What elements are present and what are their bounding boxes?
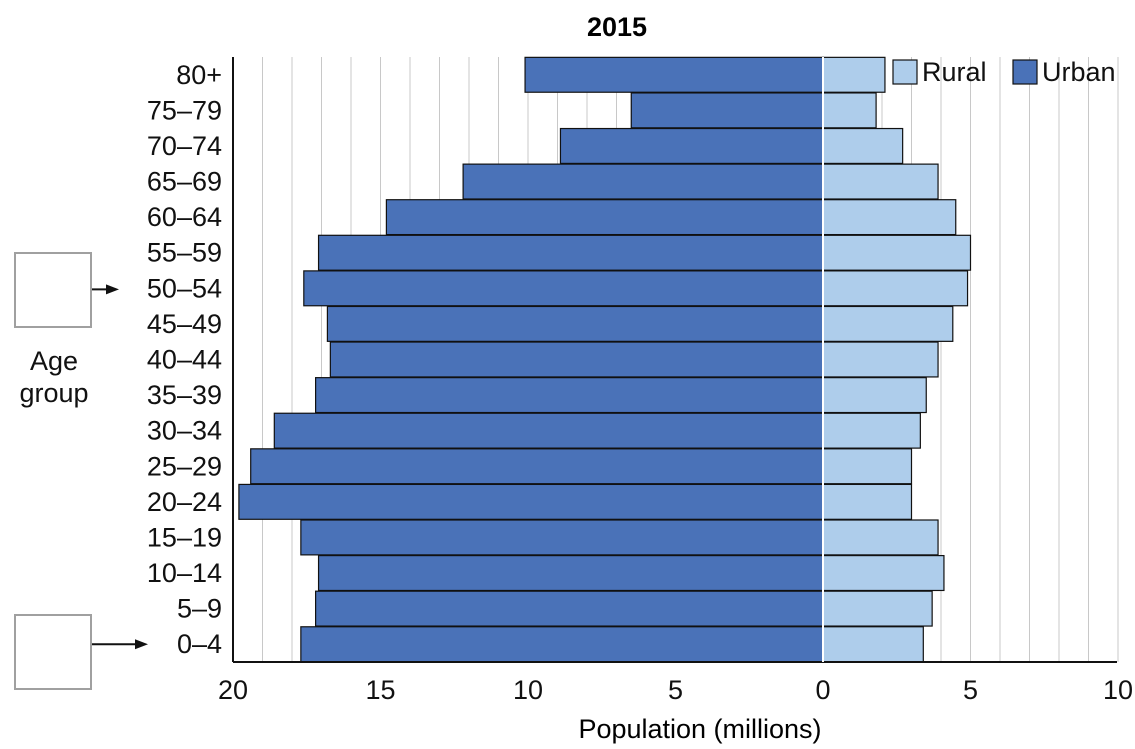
bars: [238, 56, 972, 663]
bar-urban: [303, 270, 824, 307]
bar-urban: [300, 519, 824, 556]
x-tick-label: 15: [365, 675, 395, 705]
bar-urban: [250, 448, 824, 485]
bar-urban: [559, 127, 824, 165]
y-tick-label: 45–49: [147, 309, 222, 339]
legend-label-rural: Rural: [922, 57, 987, 87]
x-tick-label: 20: [218, 675, 248, 705]
x-tick-label: 10: [513, 675, 543, 705]
x-tick-labels: 20 15 10 5 0 5 10: [218, 675, 1133, 705]
x-tick-label: 5: [668, 675, 683, 705]
bar-rural: [822, 56, 886, 93]
x-tick-label: 10: [1103, 675, 1133, 705]
bar-rural: [822, 590, 933, 627]
bar-rural: [822, 270, 969, 307]
annotation-box-0-4: [14, 614, 92, 690]
bar-urban: [315, 377, 824, 414]
y-tick-label: 5–9: [177, 594, 222, 624]
bar-rural: [822, 377, 927, 414]
x-axis-label: Population (millions): [578, 714, 821, 744]
y-tick-label: 35–39: [147, 380, 222, 410]
y-axis-label-line-2: group: [19, 378, 89, 408]
x-tick-label: 5: [963, 675, 978, 705]
bar-rural: [822, 519, 939, 556]
y-axis-label: Age group: [2, 345, 106, 409]
bar-rural: [822, 554, 945, 592]
bar-rural: [822, 199, 957, 236]
y-axis-label-line-1: Age: [29, 346, 79, 376]
annotation-box-50-54: [14, 252, 92, 328]
arrow-head: [135, 639, 148, 650]
bar-urban: [462, 163, 824, 200]
axes: [232, 57, 1117, 663]
y-tick-label: 75–79: [147, 95, 222, 125]
bar-urban: [317, 234, 824, 271]
bar-urban: [273, 412, 824, 449]
bar-urban: [524, 56, 824, 93]
bar-rural: [822, 412, 921, 449]
y-tick-label: 80+: [176, 60, 222, 90]
bar-rural: [822, 234, 972, 271]
annotation-arrows: [92, 284, 148, 650]
y-tick-label: 65–69: [147, 167, 222, 197]
bar-rural: [822, 163, 939, 200]
legend: Rural Urban: [892, 57, 1116, 87]
y-tick-label: 40–44: [147, 345, 222, 375]
x-tick-label: 0: [815, 675, 830, 705]
bar-urban: [238, 483, 824, 520]
y-tick-label: 55–59: [147, 238, 222, 268]
bar-rural: [822, 305, 954, 342]
y-tick-labels: 80+ 75–79 70–74 65–69 60–64 55–59 50–54 45–49 40…: [147, 60, 222, 659]
bar-rural: [822, 483, 913, 520]
bar-urban: [326, 305, 824, 342]
bar-urban: [385, 199, 824, 236]
arrow-head: [106, 284, 119, 295]
y-tick-label: 15–19: [147, 522, 222, 552]
legend-swatch-rural: [892, 59, 918, 85]
bar-urban: [630, 92, 824, 129]
bar-rural: [822, 448, 913, 485]
y-tick-label: 10–14: [147, 558, 222, 588]
bar-rural: [822, 127, 904, 165]
y-tick-label: 0–4: [177, 629, 222, 659]
y-tick-label: 25–29: [147, 451, 222, 481]
legend-swatch-urban: [1012, 59, 1038, 85]
y-tick-label: 70–74: [147, 131, 222, 161]
bar-urban: [300, 626, 824, 663]
bar-rural: [822, 92, 877, 129]
chart-title: 2015: [587, 12, 647, 42]
bar-urban: [329, 341, 824, 378]
bar-urban: [317, 554, 824, 592]
y-tick-label: 60–64: [147, 202, 222, 232]
y-tick-label: 20–24: [147, 487, 222, 517]
bar-rural: [822, 626, 924, 663]
y-tick-label: 30–34: [147, 416, 222, 446]
bar-urban: [315, 590, 824, 627]
y-tick-label: 50–54: [147, 273, 222, 303]
legend-label-urban: Urban: [1042, 57, 1116, 87]
bar-rural: [822, 341, 939, 378]
